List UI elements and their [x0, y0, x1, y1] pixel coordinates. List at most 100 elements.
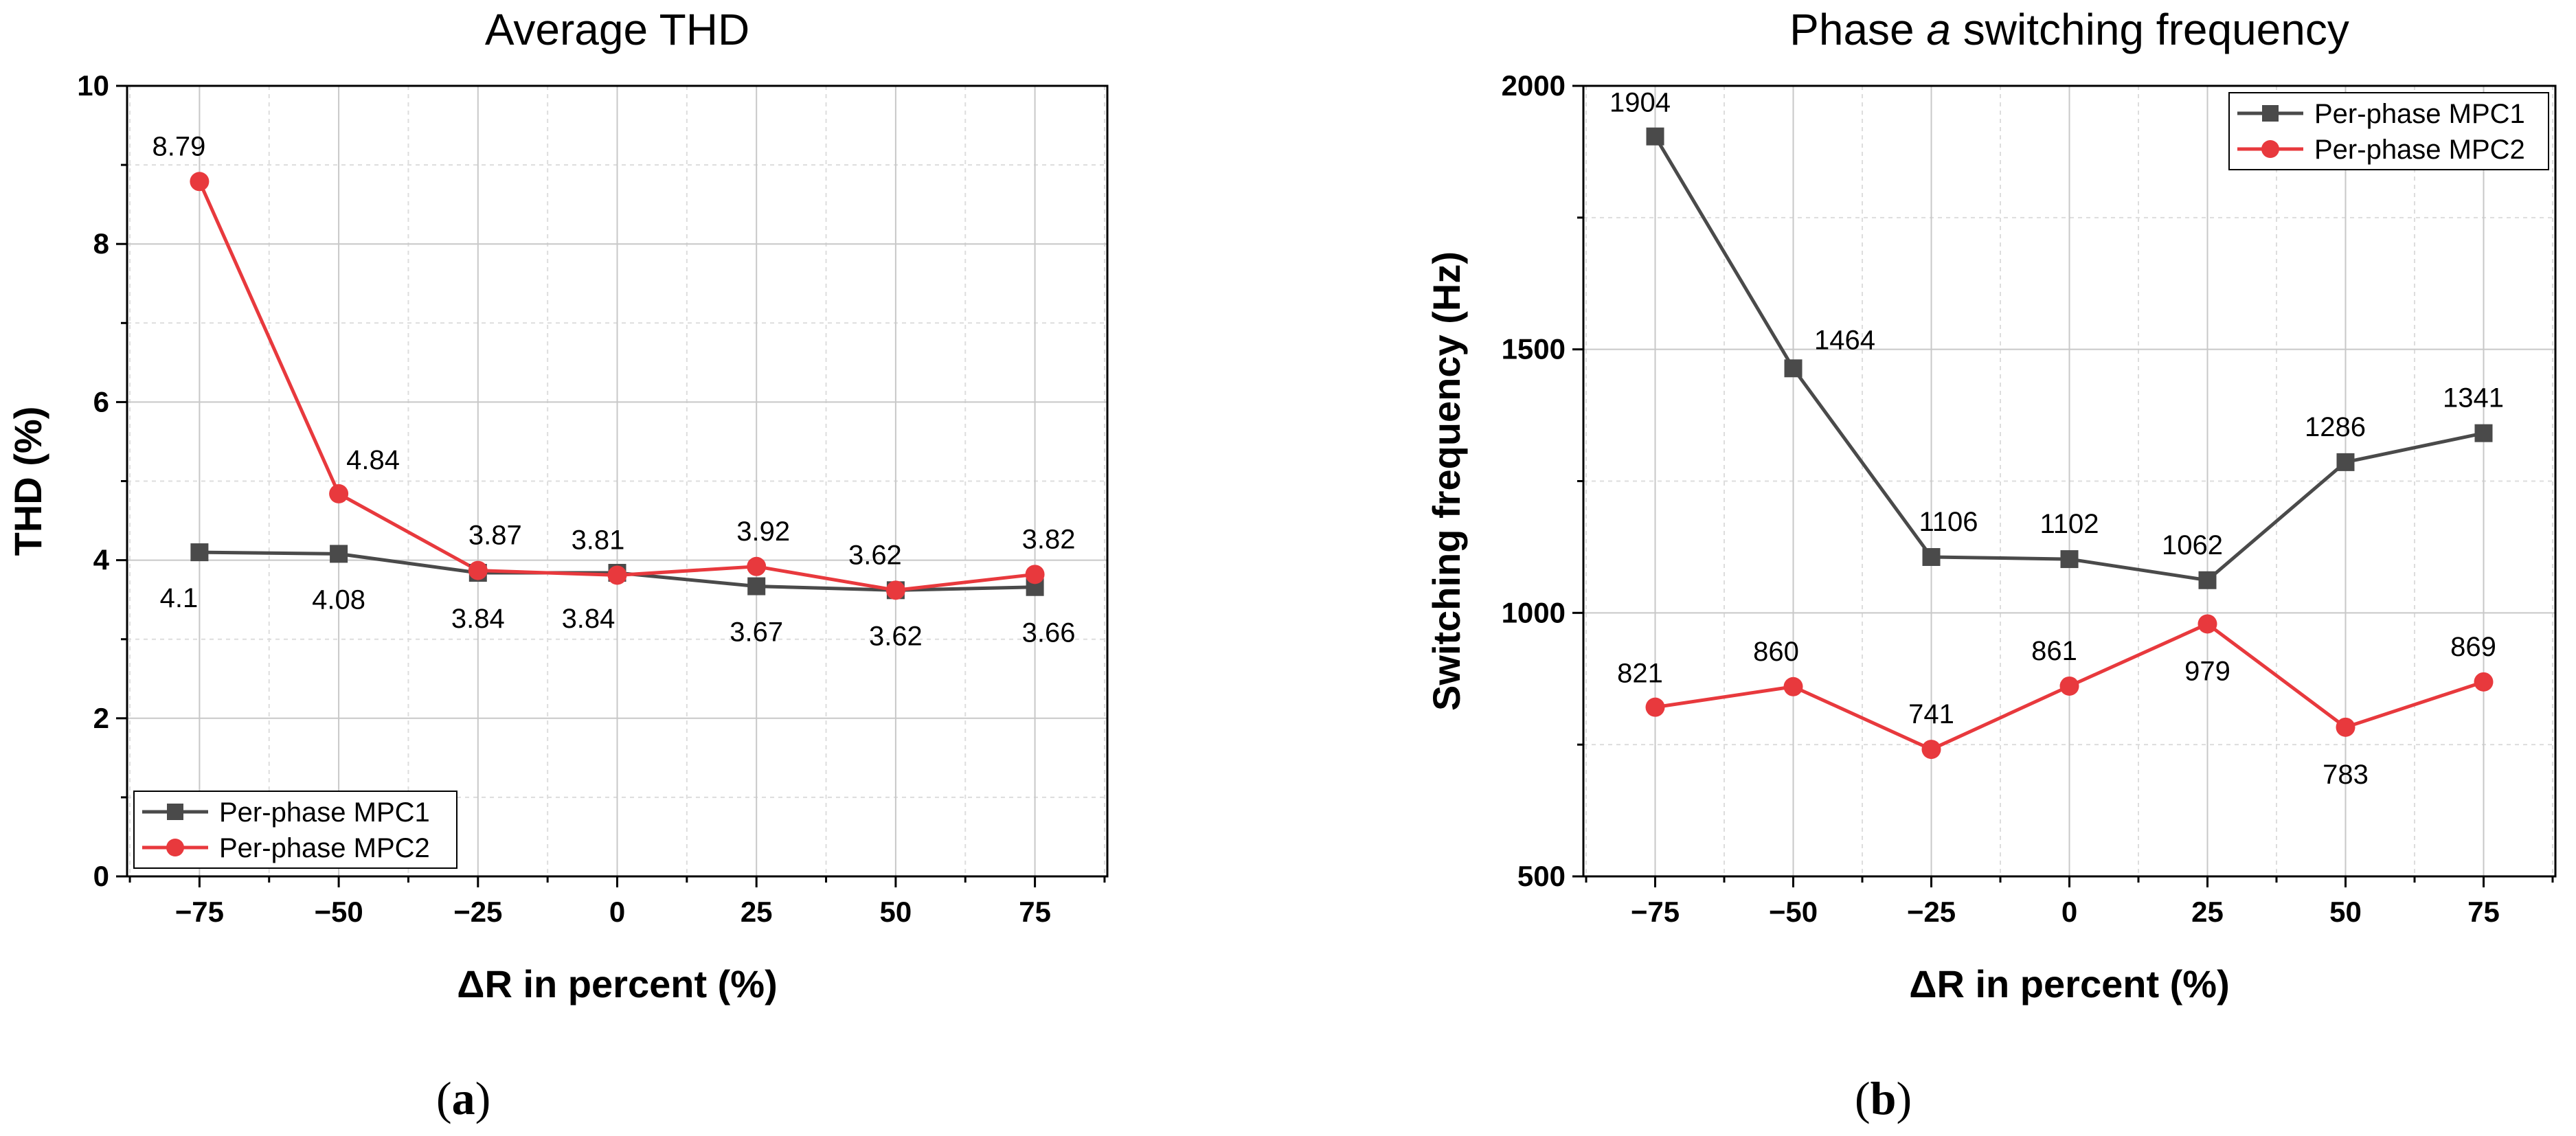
data-label: 8.79: [152, 131, 205, 161]
data-label: 869: [2450, 632, 2496, 662]
y-tick-label: 10: [77, 69, 109, 102]
data-point-mpc2: [2336, 717, 2355, 737]
data-label: 821: [1617, 659, 1663, 689]
x-axis-label: ΔR in percent (%): [1909, 962, 2230, 1006]
data-point-mpc2: [2059, 676, 2079, 696]
legend-entry: Per-phase MPC1: [2314, 99, 2525, 129]
y-tick-label: 6: [93, 385, 109, 418]
data-point-mpc1: [1646, 127, 1664, 146]
x-tick-label: 0: [609, 896, 625, 928]
data-label: 1904: [1609, 88, 1671, 118]
x-axis-label: ΔR in percent (%): [457, 962, 778, 1006]
y-tick-label: 8: [93, 227, 109, 260]
legend-marker-square: [2262, 105, 2279, 122]
x-tick-label: −75: [175, 896, 224, 928]
data-label: 861: [2031, 636, 2077, 666]
data-label: 783: [2323, 760, 2369, 790]
data-label: 1464: [1814, 325, 1875, 355]
y-axis-label: Switching frequency (Hz): [1425, 251, 1468, 711]
y-tick-label: 500: [1517, 860, 1566, 892]
chart-a: 0 2 4 6 8 10 −75 −50 −25 0 25 50 75 Average THD ΔR in …: [6, 5, 1109, 1006]
x-tick-label: −75: [1631, 896, 1680, 928]
x-tick-label: 25: [2191, 896, 2224, 928]
y-tick-label: 1000: [1502, 596, 1566, 628]
data-label: 3.84: [451, 604, 505, 634]
legend-marker-square: [167, 804, 183, 820]
data-point-mpc2: [1783, 677, 1803, 696]
legend: Per-phase MPC1 Per-phase MPC2: [133, 791, 457, 869]
data-point-mpc2: [190, 172, 210, 192]
data-label: 1341: [2443, 383, 2504, 413]
chart-title: Phase a switching frequency: [1789, 5, 2349, 54]
legend-marker-circle: [166, 839, 184, 856]
x-tick-label: −25: [453, 896, 502, 928]
data-point-mpc2: [1645, 697, 1665, 717]
data-point-mpc1: [190, 543, 209, 562]
data-label: 3.82: [1022, 524, 1076, 554]
data-label: 4.84: [346, 445, 400, 475]
data-label: 3.66: [1022, 618, 1076, 648]
data-point-mpc2: [2474, 672, 2494, 692]
x-tick-label: 75: [2467, 896, 2500, 928]
subfigure-label-a: (a): [436, 1072, 491, 1124]
x-tick-label: −50: [314, 896, 363, 928]
data-point-mpc1: [2198, 571, 2217, 589]
data-label: 860: [1753, 637, 1799, 667]
legend-entry: Per-phase MPC1: [219, 797, 430, 828]
chart-title-part: a: [1926, 5, 1951, 54]
data-point-mpc1: [1922, 547, 1941, 566]
y-tick-label: 4: [93, 544, 110, 576]
data-label: 3.87: [468, 521, 522, 551]
data-point-mpc1: [2474, 424, 2493, 442]
x-tick-label: −25: [1907, 896, 1956, 928]
data-label: 1102: [2040, 509, 2099, 539]
data-point-mpc1: [2336, 453, 2355, 471]
data-point-mpc2: [329, 484, 349, 503]
data-label: 4.1: [160, 583, 199, 613]
data-label: 3.62: [869, 621, 923, 651]
y-tick-label: 1500: [1502, 333, 1566, 365]
x-tick-label: 0: [2061, 896, 2077, 928]
data-point-mpc1: [330, 545, 348, 563]
legend: Per-phase MPC1 Per-phase MPC2: [2228, 92, 2549, 170]
legend-marker-circle: [2261, 140, 2279, 158]
data-point-mpc2: [468, 560, 488, 580]
data-point-mpc2: [607, 565, 627, 585]
data-point-mpc2: [747, 556, 767, 576]
legend-entry: Per-phase MPC2: [219, 833, 430, 863]
legend-box: [133, 791, 457, 869]
x-tick-label: 25: [741, 896, 773, 928]
data-label: 1062: [2162, 530, 2223, 560]
chart-b: 500 1000 1500 2000 −75 −50 −25 0 25 50 75 Phase a s…: [1425, 5, 2557, 1006]
chart-title-part: switching frequency: [1951, 5, 2349, 54]
x-tick-label: 75: [1019, 896, 1051, 928]
data-point-mpc2: [885, 580, 905, 600]
data-label: 3.84: [562, 604, 615, 634]
data-label: 979: [2184, 656, 2230, 686]
y-tick-label: 2000: [1502, 69, 1566, 102]
data-label: 3.62: [848, 540, 902, 570]
data-label: 3.67: [730, 617, 783, 648]
data-point-mpc1: [2060, 550, 2079, 569]
y-axis-label: THD (%): [6, 407, 49, 556]
legend-box: [2228, 92, 2549, 170]
y-tick-label: 0: [93, 860, 109, 892]
legend-entry: Per-phase MPC2: [2314, 135, 2525, 165]
x-tick-label: −50: [1769, 896, 1818, 928]
subfigure-label-b: (b): [1855, 1072, 1912, 1124]
data-point-mpc2: [1921, 740, 1941, 760]
data-label: 3.81: [572, 525, 625, 555]
data-label: 3.92: [736, 516, 790, 547]
data-label: 1286: [2305, 412, 2366, 442]
data-point-mpc2: [1025, 565, 1045, 584]
chart-title: Average THD: [485, 5, 749, 54]
data-point-mpc2: [2197, 614, 2217, 634]
data-point-mpc1: [747, 577, 766, 595]
x-tick-label: 50: [880, 896, 912, 928]
chart-title-part: Phase: [1789, 5, 1926, 54]
y-tick-label: 2: [93, 702, 109, 734]
x-tick-label: 50: [2329, 896, 2362, 928]
data-label: 1106: [1919, 507, 1978, 537]
data-label: 4.08: [312, 584, 365, 615]
